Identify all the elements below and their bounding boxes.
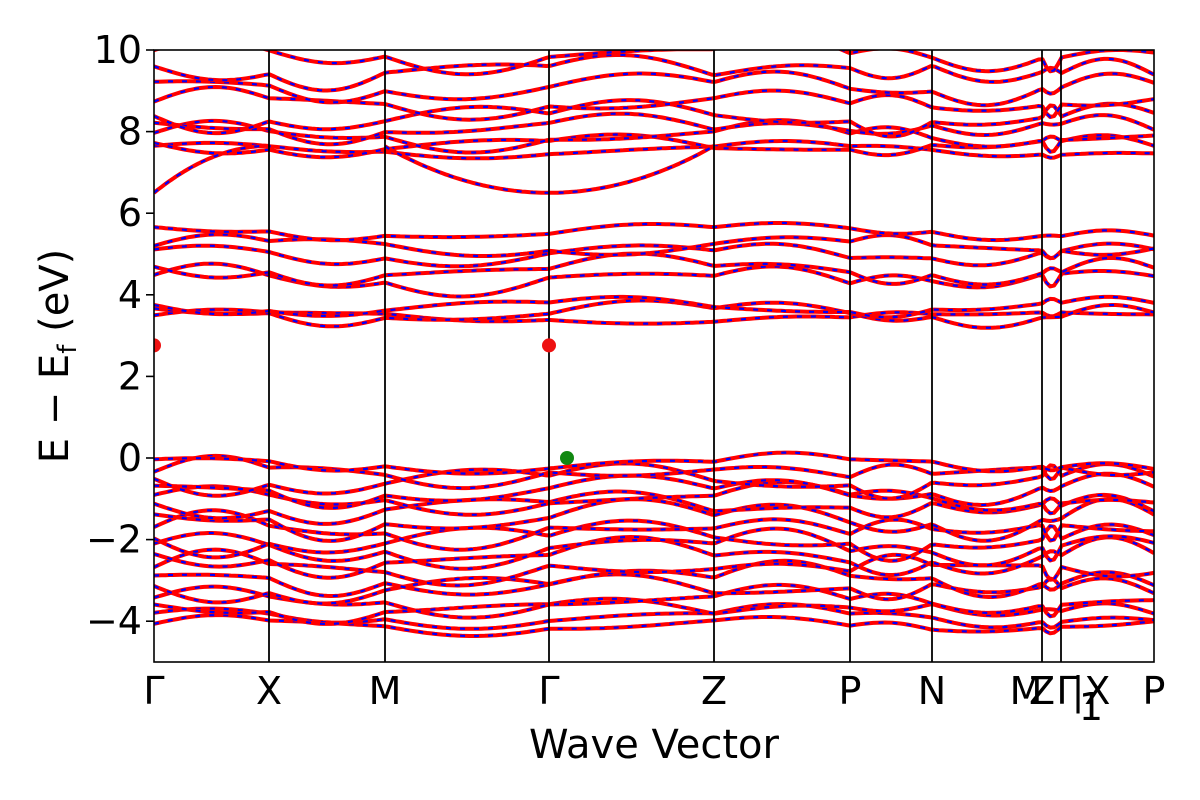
k-point-label: X [256,669,282,713]
y-tick-label: 4 [118,273,142,317]
band-line-overlay [154,490,1154,525]
k-point-label: 1 [1079,685,1103,729]
y-tick-label: 6 [118,191,142,235]
y-axis-label-main: E − E [32,354,78,464]
k-point-label: Z [701,669,727,713]
y-axis-label-subscript: f [53,344,83,354]
y-axis: −4 −2 0 2 4 6 8 10 [86,28,154,643]
band-line-overlay [154,527,1154,570]
band-line-overlay [154,472,1154,509]
band-line-overlay [154,509,1154,551]
band-line-overlay [154,480,1154,516]
cbm-marker-start [154,338,161,353]
band-line-overlay [154,548,1154,587]
band-line [154,294,1154,320]
y-tick-label: 0 [118,436,142,480]
x-axis-label: Wave Vector [529,722,780,768]
plot-frame [153,49,1155,663]
k-point-label: Γ [143,669,164,713]
band-line [154,307,1154,326]
band-line-overlay [154,462,1154,500]
band-line-overlay [154,112,1154,146]
band-line-overlay [154,497,1154,543]
k-point-label: P [839,669,862,713]
band-line [154,450,1154,476]
vbm-marker [560,451,574,465]
band-line-overlay [154,70,1154,107]
band-line [154,221,1154,243]
band-line-overlay [154,573,1154,605]
y-tick-label: 10 [94,28,142,72]
y-tick-label: −2 [86,518,142,562]
band-line-overlay [154,119,1154,154]
band-line-overlay [154,53,1154,92]
k-point-label: |X [1072,669,1111,714]
band-line-overlay [154,299,1154,329]
k-point-label: Γ [538,669,559,713]
y-tick-label: 8 [118,110,142,154]
y-tick-label: −4 [86,599,142,643]
band-line-overlay [154,242,1154,268]
k-point-label: P [1143,669,1166,713]
band-line-overlay [154,519,1154,562]
k-point-label: M [369,669,402,713]
bands-group [154,50,1154,638]
band-line-overlay [154,99,1154,138]
y-tick-label: 2 [118,354,142,398]
band-line-overlay [154,133,1154,159]
high-symmetry-lines [268,50,1062,662]
band-edge-markers [154,338,574,465]
y-axis-label-unit: (eV) [32,249,78,345]
y-axis-label: E − Ef (eV) [32,249,83,464]
band-line-overlay [154,50,1154,76]
k-point-label: Γ [1056,669,1077,713]
k-point-label: N [918,669,946,713]
band-line-overlay [154,535,1154,579]
k-point-label: M [1010,669,1043,713]
k-point-label: Z [1029,669,1055,713]
x-axis: Γ X M Γ Z P N ZM Γ 1|X P [143,669,1165,729]
band-line [154,139,1154,161]
cbm-marker [542,338,556,353]
band-line [154,143,269,195]
